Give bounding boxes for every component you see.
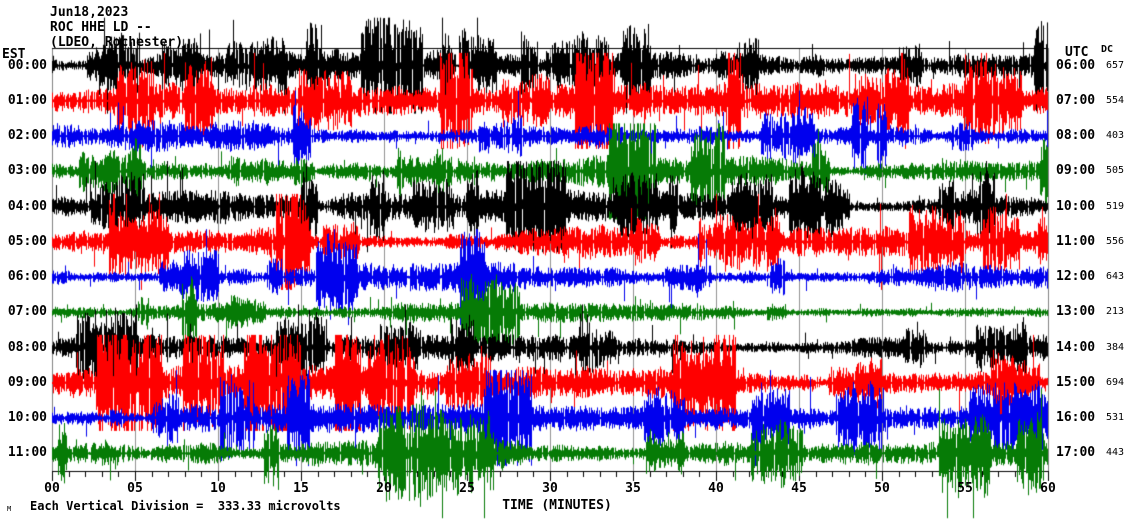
est-time-label-6: 06:00 [7,269,47,285]
x-tick-label-05: 05 [127,481,143,496]
right-axis-label-utc: UTC [1065,45,1089,60]
corner-mark: M [7,505,12,513]
dc-value-6: 643 [1105,271,1124,283]
utc-time-label-11: 17:00 [1056,445,1096,461]
dc-value-7: 213 [1105,306,1124,318]
est-time-label-9: 09:00 [7,374,47,390]
dc-column-label: DC [1101,44,1114,55]
est-time-label-11: 11:00 [7,445,47,461]
dc-value-5: 556 [1105,235,1124,247]
est-time-label-1: 01:00 [7,92,47,108]
header-date: Jun18,2023 [50,5,129,20]
utc-time-label-2: 08:00 [1056,128,1096,144]
x-tick-label-30: 30 [542,481,558,496]
dc-value-11: 443 [1105,447,1124,459]
x-tick-label-25: 25 [459,481,475,496]
est-time-label-0: 00:00 [7,57,47,73]
utc-time-label-7: 13:00 [1056,304,1096,320]
left-axis-label-est: EST [2,47,26,62]
x-tick-label-50: 50 [874,481,890,496]
utc-time-label-4: 10:00 [1056,198,1096,214]
dc-value-2: 403 [1105,130,1124,142]
utc-time-label-5: 11:00 [1056,233,1096,249]
utc-time-label-9: 15:00 [1056,374,1096,390]
dc-value-9: 694 [1105,376,1124,388]
dc-value-0: 657 [1105,59,1124,71]
x-tick-label-40: 40 [708,481,724,496]
header-network: (LDEO, Rochester) [50,35,184,50]
x-tick-label-15: 15 [293,481,309,496]
dc-value-3: 505 [1105,165,1124,177]
est-time-label-5: 05:00 [7,233,47,249]
utc-time-label-1: 07:00 [1056,92,1096,108]
utc-time-label-3: 09:00 [1056,163,1096,179]
dc-value-10: 531 [1105,412,1124,424]
scale-note: Each Vertical Division = 333.33 microvol… [30,499,341,513]
est-time-label-8: 08:00 [7,339,47,355]
dc-value-8: 384 [1105,341,1124,353]
x-tick-label-45: 45 [791,481,807,496]
est-time-label-2: 02:00 [7,128,47,144]
utc-time-label-8: 14:00 [1056,339,1096,355]
est-time-label-3: 03:00 [7,163,47,179]
est-time-label-10: 10:00 [7,410,47,426]
utc-time-label-6: 12:00 [1056,269,1096,285]
dc-value-1: 554 [1105,94,1124,106]
x-axis-title: TIME (MINUTES) [502,498,612,513]
x-tick-label-60: 60 [1040,481,1056,496]
x-tick-label-10: 10 [210,481,226,496]
est-time-label-7: 07:00 [7,304,47,320]
dc-value-4: 519 [1105,200,1124,212]
x-tick-label-20: 20 [376,481,392,496]
x-tick-label-35: 35 [625,481,641,496]
header-station: ROC HHE LD -- [50,20,152,35]
est-time-label-4: 04:00 [7,198,47,214]
utc-time-label-0: 06:00 [1056,57,1096,73]
utc-time-label-10: 16:00 [1056,410,1096,426]
x-tick-label-00: 00 [44,481,60,496]
x-tick-label-55: 55 [957,481,973,496]
